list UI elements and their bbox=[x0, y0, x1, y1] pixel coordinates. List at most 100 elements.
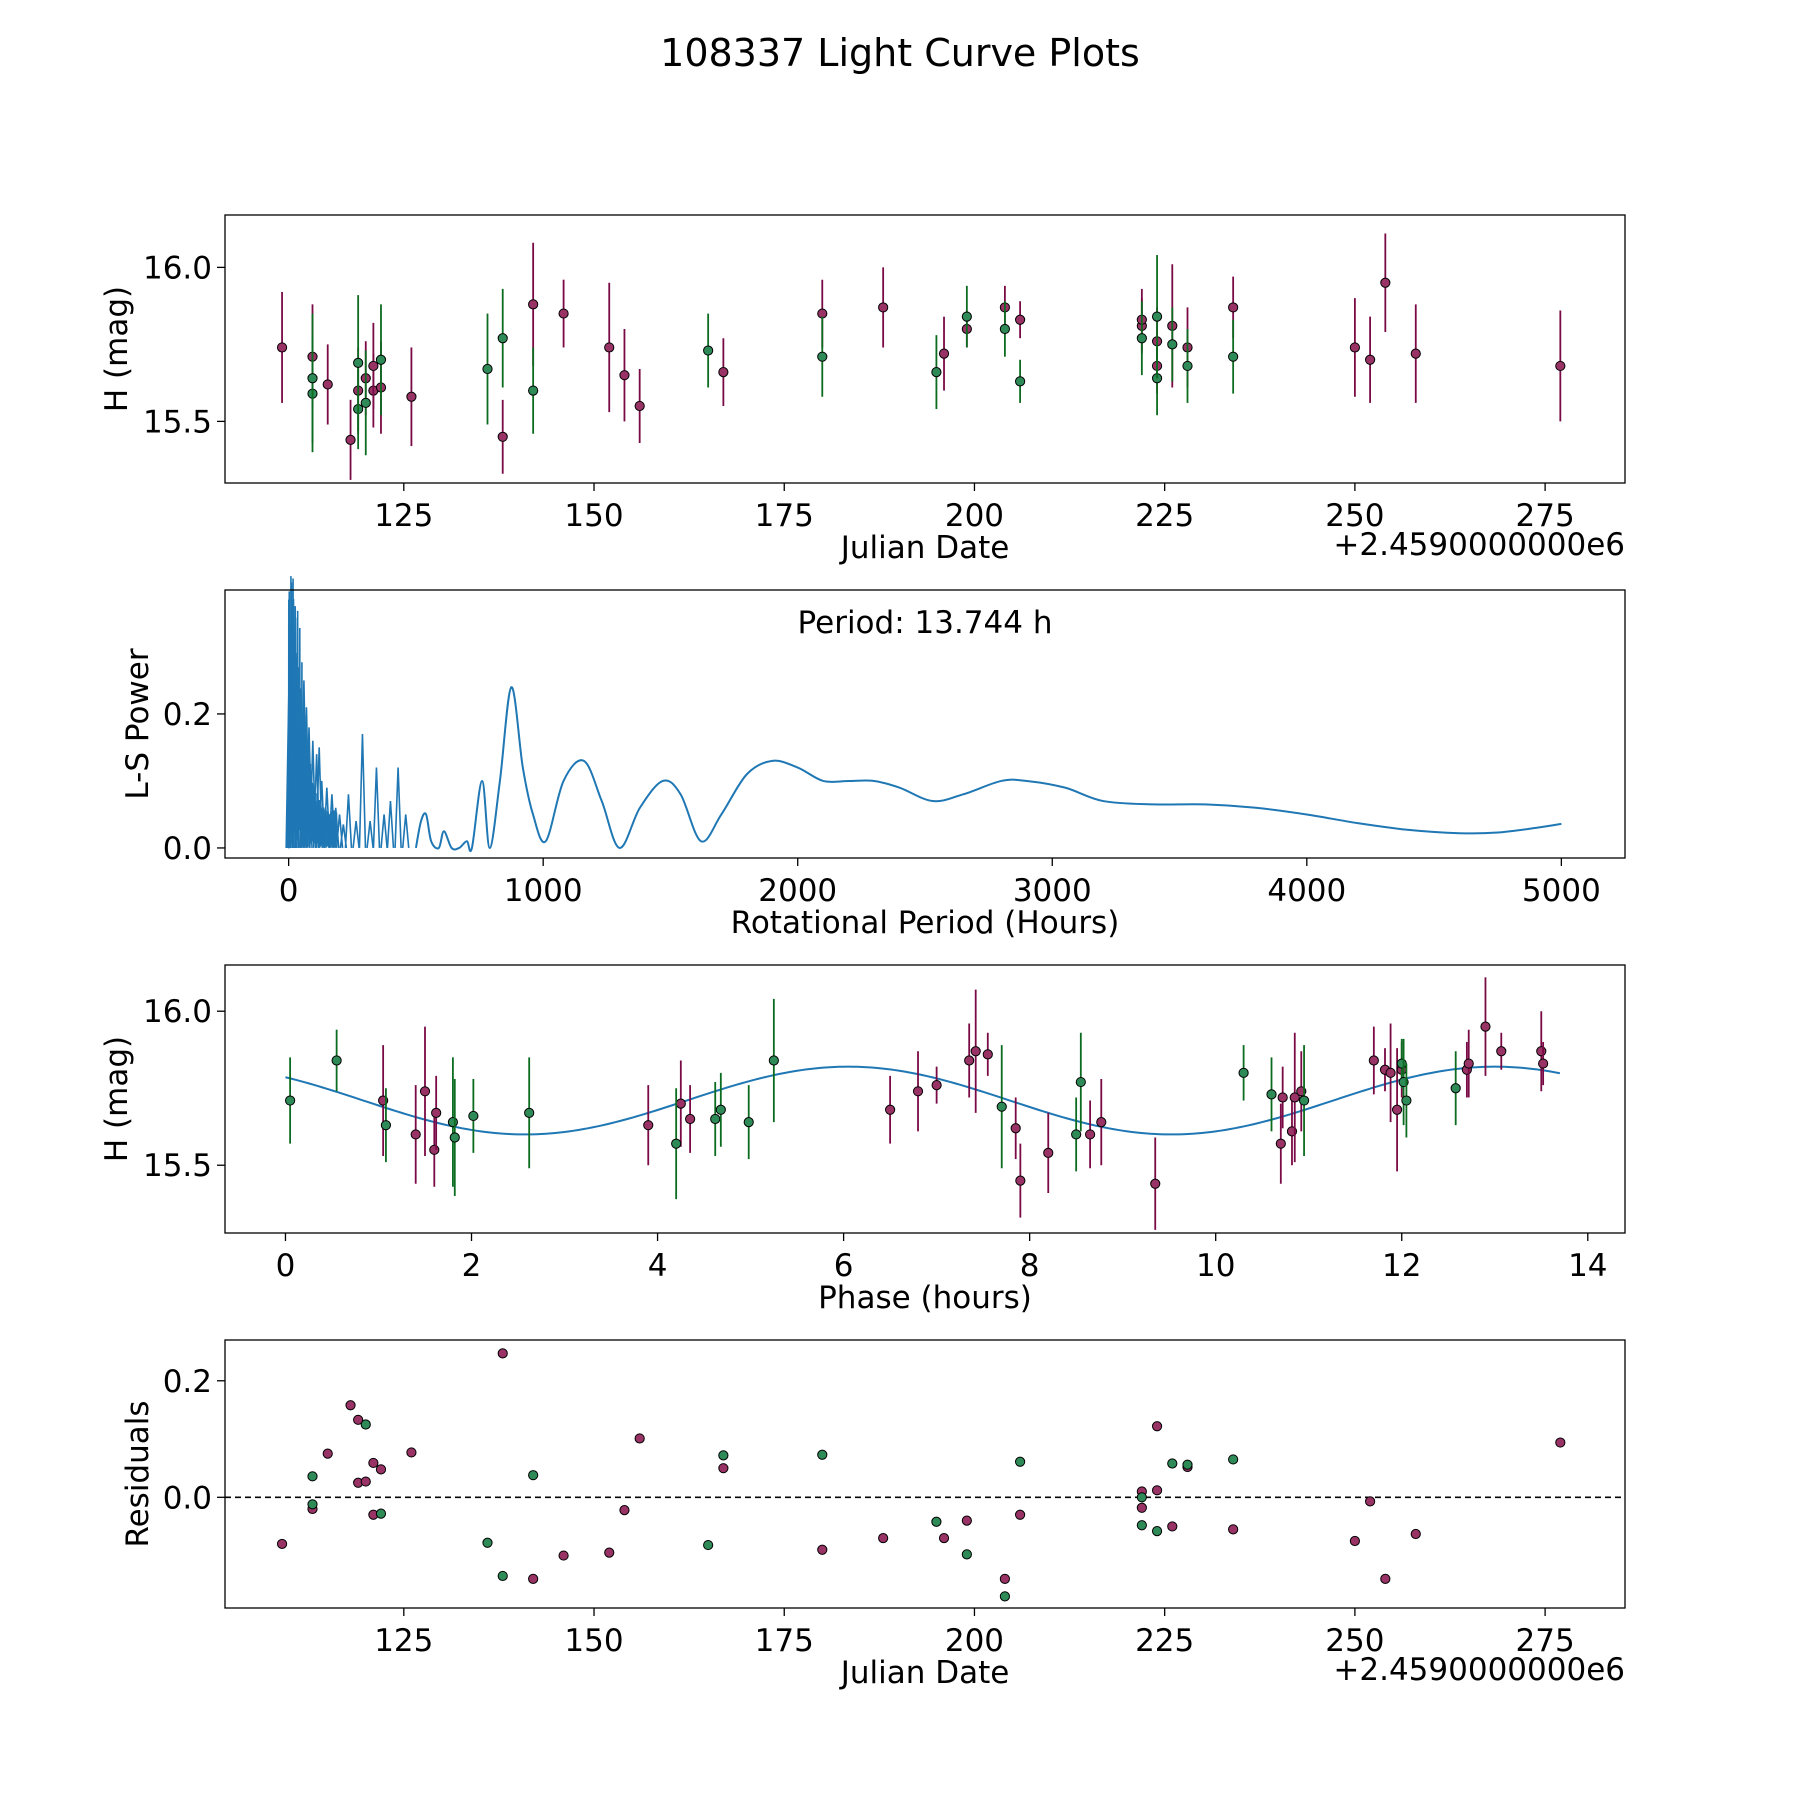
periodogram-spike bbox=[292, 687, 301, 848]
residuals-point-green bbox=[1015, 1456, 1026, 1467]
phased-point-red bbox=[1463, 1058, 1474, 1069]
lightcurve-point-green bbox=[931, 367, 942, 378]
lightcurve-point-red bbox=[718, 367, 729, 378]
lightcurve-point-green bbox=[999, 323, 1010, 335]
periodogram-xtick-label: 1000 bbox=[504, 873, 583, 909]
lightcurve-point-red bbox=[1555, 360, 1566, 372]
lightcurve-point-green bbox=[817, 351, 828, 362]
phased-point-green bbox=[743, 1117, 754, 1128]
phased-point-green bbox=[285, 1095, 296, 1106]
phased-point-green bbox=[524, 1107, 535, 1118]
lightcurve-panel: 125 150 175 200 225 250 275 15.5 16.0 Julian Dat… bbox=[99, 214, 1626, 566]
lightcurve-point-green bbox=[360, 397, 371, 409]
phased-point-red bbox=[410, 1129, 421, 1140]
residuals-point-red bbox=[1349, 1535, 1360, 1547]
lightcurve-point-red bbox=[497, 431, 508, 442]
residuals-point-red bbox=[1151, 1421, 1163, 1432]
residuals-xtick-label: 150 bbox=[564, 1623, 623, 1659]
residuals-ytick-label: 0.0 bbox=[163, 1480, 212, 1516]
phased-ticks: 0 2 4 6 8 10 12 14 15.5 16.0 bbox=[143, 994, 1608, 1284]
periodogram-curve bbox=[414, 686, 1562, 853]
lightcurve-xlabel: Julian Date bbox=[839, 530, 1010, 566]
lightcurve-point-green bbox=[1015, 376, 1026, 387]
phased-point-red bbox=[1385, 1067, 1396, 1078]
lightcurve-xtick-label: 175 bbox=[755, 498, 814, 534]
lightcurve-point-red bbox=[634, 400, 645, 412]
residuals-marks bbox=[225, 1348, 1625, 1602]
residuals-point-green bbox=[703, 1539, 714, 1551]
residuals-point-red bbox=[1365, 1496, 1376, 1507]
periodogram-spike bbox=[312, 754, 321, 848]
residuals-point-red bbox=[368, 1457, 379, 1469]
phased-point-red bbox=[1015, 1175, 1026, 1186]
residuals-frame bbox=[224, 1339, 1626, 1609]
residuals-point-red bbox=[353, 1414, 364, 1425]
phased-point-green bbox=[1071, 1129, 1082, 1140]
phased-xtick-label: 6 bbox=[834, 1248, 854, 1284]
residuals-point-red bbox=[375, 1464, 387, 1475]
lightcurve-ylabel: H (mag) bbox=[99, 286, 135, 412]
residuals-xtick-label: 275 bbox=[1516, 1623, 1575, 1659]
phased-model-curve bbox=[285, 1065, 1561, 1136]
periodogram-spike bbox=[297, 720, 306, 848]
phased-point-red bbox=[1275, 1138, 1286, 1149]
lightcurve-xtick-label: 150 bbox=[564, 498, 623, 534]
periodogram-spike bbox=[302, 707, 311, 848]
phased-frame bbox=[224, 964, 1626, 1234]
lightcurve-point-red bbox=[345, 434, 356, 445]
phased-point-red bbox=[1289, 1092, 1300, 1103]
lightcurve-point-red bbox=[528, 299, 539, 310]
lightcurve-point-green bbox=[497, 333, 508, 344]
residuals-offset-label: +2.4590000000e6 bbox=[1333, 1652, 1625, 1688]
lightcurve-marks bbox=[276, 233, 1566, 480]
lightcurve-point-green bbox=[528, 385, 539, 396]
residuals-point-red bbox=[558, 1550, 569, 1561]
periodogram-ticks: 0 1000 2000 3000 4000 5000 0.0 0.2 bbox=[163, 697, 1601, 909]
residuals-xlabel: Julian Date bbox=[839, 1655, 1010, 1691]
periodogram-spike bbox=[344, 794, 353, 848]
phased-point-red bbox=[419, 1086, 431, 1097]
lightcurve-point-red bbox=[1349, 342, 1360, 353]
lightcurve-point-red bbox=[1410, 348, 1421, 359]
residuals-point-green bbox=[375, 1508, 387, 1519]
phased-point-red bbox=[1538, 1058, 1549, 1069]
periodogram-spike bbox=[315, 747, 323, 848]
lightcurve-point-green bbox=[1167, 339, 1178, 350]
residuals-point-green bbox=[528, 1470, 539, 1481]
residuals-point-red bbox=[1167, 1521, 1178, 1532]
residuals-point-red bbox=[634, 1433, 645, 1444]
phased-xlabel: Phase (hours) bbox=[818, 1280, 1032, 1316]
periodogram-xtick-label: 0 bbox=[279, 873, 299, 909]
phased-point-green bbox=[996, 1101, 1007, 1112]
residuals-point-green bbox=[497, 1570, 508, 1582]
lightcurve-xtick-label: 125 bbox=[374, 498, 433, 534]
phased-point-red bbox=[1480, 1021, 1491, 1032]
residuals-point-red bbox=[528, 1573, 539, 1584]
residuals-point-green bbox=[1151, 1525, 1163, 1537]
residuals-ytick-label: 0.2 bbox=[163, 1364, 212, 1400]
residuals-point-red bbox=[1136, 1502, 1147, 1513]
residuals-point-green bbox=[931, 1516, 942, 1527]
residuals-point-red bbox=[322, 1448, 333, 1459]
residuals-point-green bbox=[482, 1537, 493, 1548]
lightcurve-point-red bbox=[1365, 354, 1376, 365]
phased-xtick-label: 2 bbox=[462, 1248, 482, 1284]
lightcurve-point-red bbox=[938, 348, 950, 359]
lightcurve-point-green bbox=[482, 363, 493, 375]
phased-point-red bbox=[964, 1055, 975, 1066]
residuals-point-green bbox=[961, 1549, 972, 1560]
phased-point-green bbox=[1450, 1083, 1461, 1094]
residuals-point-red bbox=[1555, 1437, 1566, 1448]
phased-xtick-label: 14 bbox=[1568, 1248, 1607, 1284]
phased-ytick-label: 16.0 bbox=[143, 994, 212, 1030]
periodogram-xtick-label: 3000 bbox=[1013, 873, 1092, 909]
phased-point-red bbox=[931, 1080, 942, 1091]
phased-xtick-label: 4 bbox=[648, 1248, 668, 1284]
periodogram-spike bbox=[300, 680, 308, 848]
phased-point-red bbox=[675, 1098, 686, 1109]
residuals-xtick-label: 125 bbox=[374, 1623, 433, 1659]
phased-point-green bbox=[768, 1055, 779, 1066]
phased-xtick-label: 10 bbox=[1196, 1248, 1235, 1284]
periodogram-spike bbox=[380, 814, 388, 849]
